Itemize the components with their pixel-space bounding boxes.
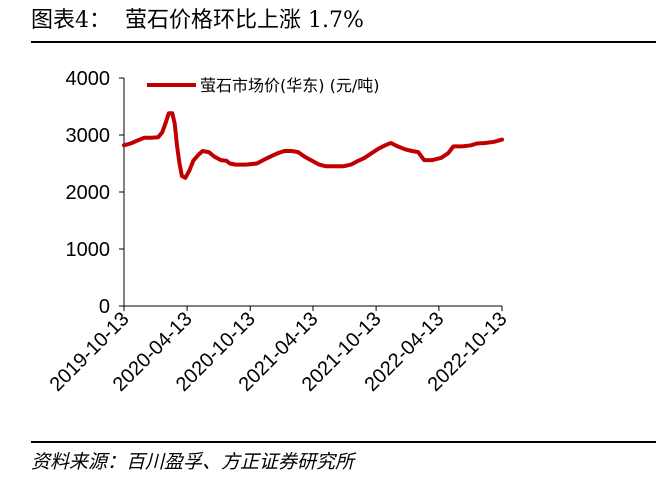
series-layer (122, 111, 504, 180)
legend: 萤石市场价(华东) (元/吨) (147, 76, 379, 95)
price-line-chart: 0 1000 2000 3000 4000 2019-10-132020-04-1320… (46, 68, 512, 396)
y-tick-label: 1000 (66, 239, 111, 261)
y-axis-ticks: 0 1000 2000 3000 4000 (66, 68, 124, 318)
source-note: 资料来源：百川盈孚、方正证券研究所 (31, 451, 355, 473)
bottom-rule (31, 441, 656, 443)
y-tick-label: 3000 (66, 125, 111, 147)
figure-title: 图表4： 萤石价格环比上涨 1.7% (31, 8, 364, 33)
x-axis-ticks: 2019-10-132020-04-132020-10-132021-04-13… (46, 306, 512, 396)
y-tick-label: 2000 (66, 182, 111, 204)
y-tick-label: 0 (99, 296, 110, 318)
series-line-0 (122, 111, 504, 180)
legend-label: 萤石市场价(华东) (元/吨) (200, 76, 379, 95)
y-tick-label: 4000 (66, 68, 111, 90)
top-rule (31, 41, 656, 43)
